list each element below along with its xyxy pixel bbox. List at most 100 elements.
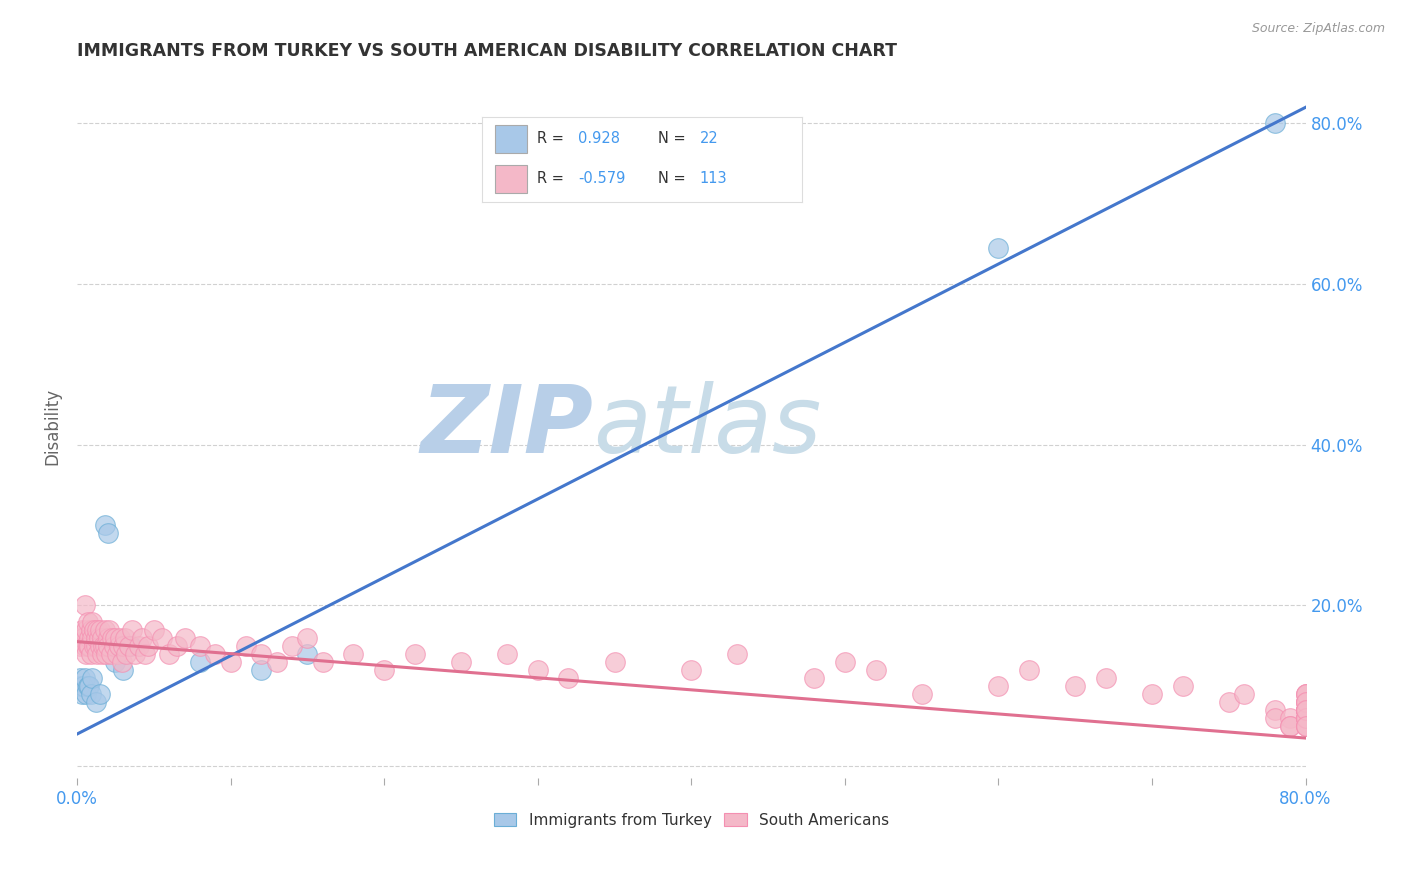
Point [131,631,153,645]
Point [312,655,335,669]
Point [96,647,118,661]
Point [118,639,141,653]
Legend: Immigrants from Turkey, South Americans: Immigrants from Turkey, South Americans [488,806,896,834]
Point [93,518,115,533]
Point [100,647,122,661]
Point [1279,719,1302,733]
Point [73,639,96,653]
Point [112,663,135,677]
Point [1295,703,1317,717]
Point [79,631,101,645]
Point [93,623,115,637]
Point [121,623,143,637]
Point [865,663,887,677]
Point [97,639,120,653]
Point [128,639,150,653]
Point [1171,679,1194,693]
Point [1295,687,1317,701]
Point [101,631,124,645]
Point [103,639,125,653]
Point [75,623,97,637]
Point [84,639,107,653]
Point [250,663,273,677]
Point [987,241,1010,255]
Point [76,679,98,693]
Point [112,639,135,653]
Point [297,647,319,661]
Point [69,639,91,653]
Point [404,647,426,661]
Point [79,639,101,653]
Point [803,671,825,685]
Point [1295,711,1317,725]
Point [80,647,103,661]
Point [70,623,93,637]
Point [73,599,96,613]
Point [173,631,195,645]
Point [70,687,93,701]
Point [84,695,107,709]
Point [1233,687,1256,701]
Point [120,639,142,653]
Point [188,639,211,653]
Point [104,631,127,645]
Text: ZIP: ZIP [420,381,593,473]
Point [1295,711,1317,725]
Point [134,647,156,661]
Point [97,526,120,541]
Point [1064,679,1087,693]
Point [76,615,98,629]
Point [450,655,472,669]
Point [75,647,97,661]
Point [80,687,103,701]
Point [67,631,90,645]
Point [1295,703,1317,717]
Point [1218,695,1240,709]
Point [83,639,105,653]
Point [987,679,1010,693]
Point [1295,695,1317,709]
Point [342,647,364,661]
Point [136,639,159,653]
Point [911,687,934,701]
Point [83,623,105,637]
Point [108,631,131,645]
Point [142,623,165,637]
Point [73,671,96,685]
Point [1295,703,1317,717]
Point [725,647,748,661]
Point [79,679,101,693]
Point [373,663,395,677]
Point [1295,687,1317,701]
Point [1295,695,1317,709]
Point [219,655,242,669]
Point [166,639,188,653]
Point [80,623,103,637]
Point [297,631,319,645]
Point [1295,711,1317,725]
Point [124,647,146,661]
Point [90,647,112,661]
Point [76,639,98,653]
Point [82,631,104,645]
Point [67,679,90,693]
Point [72,631,94,645]
Point [115,647,138,661]
Point [111,655,134,669]
Point [72,679,94,693]
Point [157,647,180,661]
Point [150,631,173,645]
Point [266,655,288,669]
Point [1279,719,1302,733]
Point [1295,719,1317,733]
Point [1295,703,1317,717]
Point [1295,703,1317,717]
Point [681,663,703,677]
Point [89,623,111,637]
Point [188,655,211,669]
Point [204,647,226,661]
Point [1295,695,1317,709]
Point [235,639,257,653]
Point [1264,711,1286,725]
Point [87,631,110,645]
